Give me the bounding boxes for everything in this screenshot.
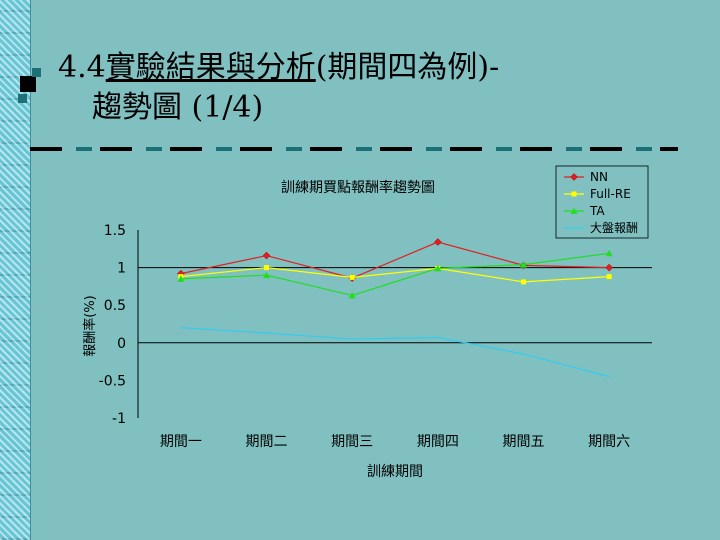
chart-legend: NN Full-RE TA 大盤報酬: [555, 165, 649, 239]
y-tick-label: 0.5: [104, 298, 126, 314]
x-tick-label: 期間五: [503, 434, 545, 450]
x-tick-label: 期間二: [246, 434, 288, 450]
y-tick-label: 1.5: [104, 223, 126, 239]
title-suffix: (期間四為例)-: [315, 50, 500, 85]
data-point: [605, 263, 614, 272]
data-point: [605, 249, 613, 257]
data-point: [521, 279, 526, 285]
x-tick-label: 期間一: [160, 434, 202, 450]
slide-title: 4.4實驗結果與分析(期間四為例)- 趨勢圖 (1/4): [58, 48, 698, 128]
data-point: [433, 238, 442, 246]
y-tick-label: -0.5: [99, 373, 126, 389]
legend-label: NN: [590, 170, 608, 184]
data-point: [520, 261, 527, 268]
legend-label: Full-RE: [590, 187, 631, 201]
y-tick-label: -1: [112, 411, 126, 427]
data-point: [349, 274, 355, 280]
y-tick-label: 1: [117, 261, 126, 277]
data-point: [348, 291, 356, 299]
bullet-square-icon-small: [32, 68, 41, 77]
y-tick-label: 0: [117, 336, 126, 352]
x-tick-label: 期間六: [588, 434, 630, 450]
bullet-square-icon-large: [20, 76, 36, 92]
legend-marker: [570, 173, 578, 181]
plot-area: 1.5 1 0.5 0 -0.5 -1 期間一 期間二 期間三 期間四 期間五 期間六: [99, 223, 652, 450]
data-point: [263, 271, 270, 279]
legend-box: [555, 165, 649, 239]
data-point: [262, 251, 271, 260]
title-line2: 趨勢圖 (1/4): [92, 90, 264, 125]
data-point: [177, 275, 185, 282]
y-axis-label: 報酬率(%): [82, 295, 98, 357]
x-tick-label: 期間三: [331, 434, 373, 450]
title-prefix: 4.4: [58, 50, 106, 85]
legend-label: TA: [589, 204, 605, 218]
series-line-0: [180, 241, 610, 279]
series-line-1: [180, 266, 610, 283]
x-tick-label: 期間四: [417, 434, 459, 450]
data-point: [434, 264, 442, 272]
legend-marker: [570, 207, 578, 214]
series-line-2: [180, 252, 610, 297]
title-underlined: 實驗結果與分析: [105, 50, 316, 85]
x-axis-label: 訓練期間: [367, 464, 423, 480]
bullet-square-icon-small-2: [18, 94, 27, 103]
legend-marker: [571, 191, 577, 197]
legend-label: 大盤報酬: [590, 221, 638, 235]
dashed-divider: [30, 147, 678, 151]
series-line-3: [180, 327, 610, 378]
data-point: [264, 265, 269, 271]
chart-title: 訓練期買點報酬率趨勢圖: [281, 179, 435, 196]
data-point: [606, 274, 612, 280]
